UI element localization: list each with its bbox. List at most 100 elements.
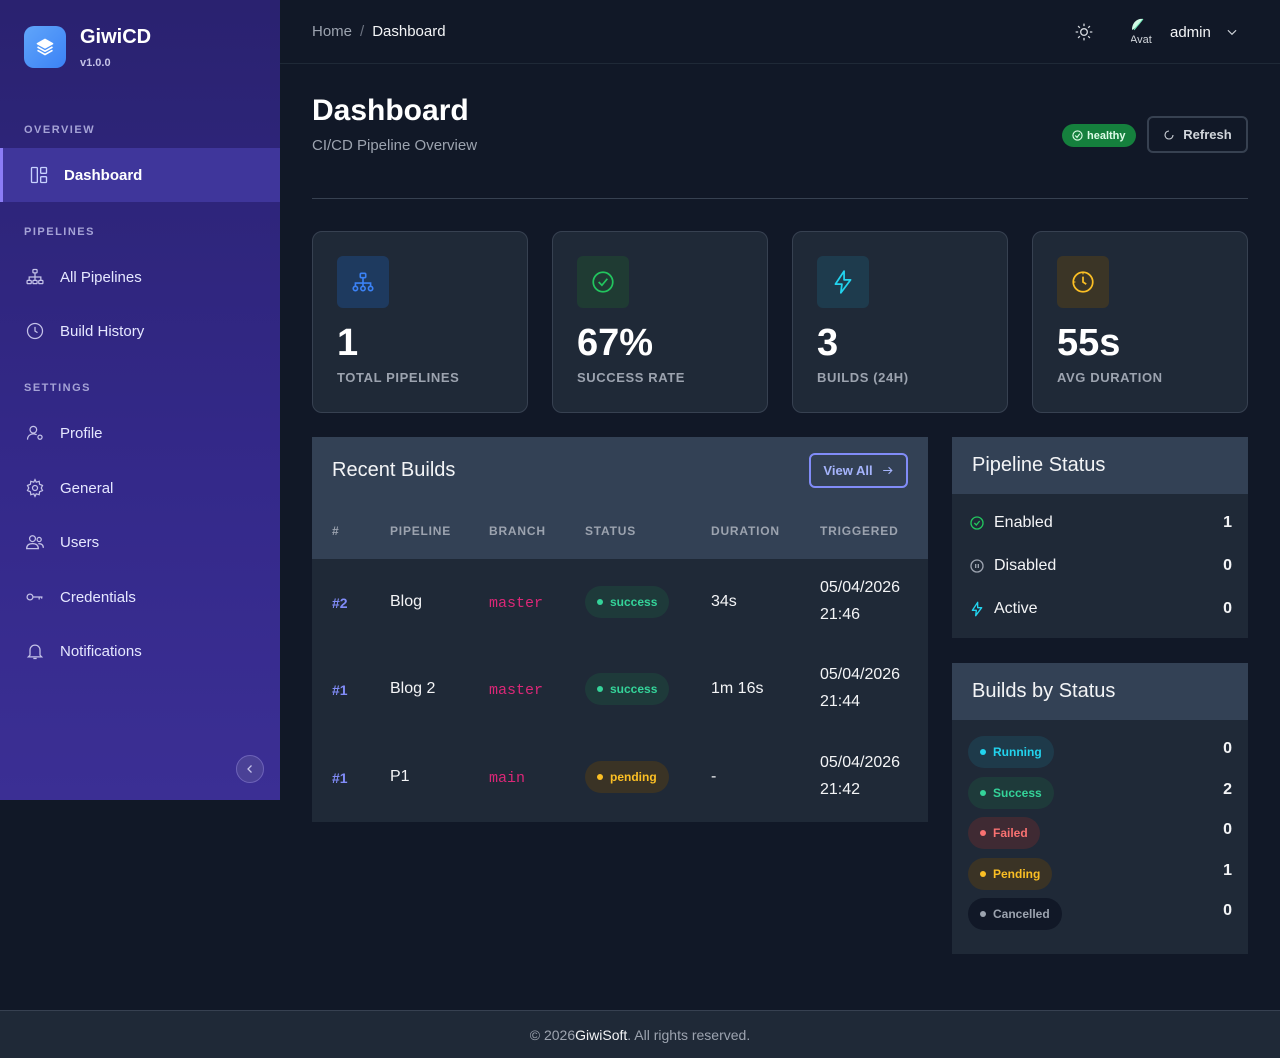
footer-prefix: © 2026: [529, 1026, 576, 1043]
footer-suffix: . All rights reserved.: [627, 1026, 751, 1043]
table-row[interactable]: #2 Blog master success 34s 05/04/2026 21…: [312, 559, 928, 647]
column-header-triggered: TRIGGERED: [820, 524, 899, 538]
table-row[interactable]: #1 Blog 2 master success 1m 16s 05/04/20…: [312, 646, 928, 734]
sidebar-item-notifications[interactable]: Notifications: [0, 631, 280, 671]
gear-icon: [24, 477, 46, 499]
pipeline-status-disabled: Disabled 0: [968, 555, 1232, 577]
dashboard-icon: [28, 164, 50, 186]
status-badge: Failed: [968, 817, 1040, 849]
build-number-link[interactable]: #1: [332, 770, 348, 786]
status-label: pending: [610, 770, 657, 784]
pipeline-status-enabled: Enabled 1: [968, 512, 1232, 534]
build-number-link[interactable]: #1: [332, 682, 348, 698]
builds-status-success: Success 2: [968, 777, 1232, 809]
triggered-time: 21:44: [820, 693, 861, 710]
status-badge: Running: [968, 736, 1054, 768]
sidebar-item-credentials[interactable]: Credentials: [0, 577, 280, 617]
bell-icon: [24, 640, 46, 662]
pipeline-status-header: Pipeline Status: [952, 437, 1248, 494]
pipeline-status-panel: Pipeline Status Enabled 1 Disabled 0 Act…: [952, 437, 1248, 638]
stat-value: 67%: [577, 322, 654, 364]
triggered-date: 05/04/2026: [820, 666, 901, 683]
brand-version: v1.0.0: [80, 57, 111, 69]
build-triggered: 05/04/2026 21:44: [820, 661, 900, 715]
stat-card-success-rate: 67% SUCCESS RATE: [552, 231, 768, 413]
column-header-pipeline: PIPELINE: [390, 524, 452, 538]
sidebar-item-dashboard[interactable]: Dashboard: [0, 148, 280, 202]
sidebar-item-label: Users: [60, 533, 100, 551]
view-all-button[interactable]: View All: [809, 453, 908, 488]
column-header-branch: BRANCH: [489, 524, 546, 538]
status-count: 0: [1223, 821, 1232, 838]
status-count: 1: [1223, 862, 1232, 879]
chevron-left-icon: [247, 765, 252, 773]
chevron-down-icon: [1225, 24, 1241, 40]
builds-status-running: Running 0: [968, 736, 1232, 768]
triggered-time: 21:42: [820, 781, 861, 798]
user-name: admin: [1170, 23, 1211, 41]
status-badge: Cancelled: [968, 898, 1062, 930]
pipeline-status-title: Pipeline Status: [972, 454, 1106, 476]
sidebar-item-label: Notifications: [60, 642, 142, 660]
health-status-badge: healthy: [1062, 124, 1136, 147]
theme-toggle-button[interactable]: [1072, 20, 1096, 44]
sidebar-item-label: Build History: [60, 322, 145, 340]
status-count: 1: [1223, 514, 1232, 531]
sitemap-icon: [24, 266, 46, 288]
check-circle-icon: [577, 256, 629, 308]
clock-icon: [1057, 256, 1109, 308]
section-title-overview: OVERVIEW: [24, 124, 96, 136]
check-circle-icon: [968, 514, 986, 532]
refresh-label: Refresh: [1183, 127, 1232, 142]
status-count: 0: [1223, 902, 1232, 919]
header-divider: [312, 198, 1248, 199]
user-menu[interactable]: Avat admin: [1128, 16, 1241, 48]
builds-status-pending: Pending 1: [968, 858, 1232, 890]
build-branch: master: [489, 595, 544, 612]
build-number-link[interactable]: #2: [332, 595, 348, 611]
status-badge: Success: [968, 777, 1054, 809]
sidebar-item-all-pipelines[interactable]: All Pipelines: [0, 257, 280, 297]
builds-status-failed: Failed 0: [968, 817, 1232, 849]
lightning-icon: [968, 600, 986, 618]
builds-by-status-title: Builds by Status: [972, 680, 1116, 702]
table-row[interactable]: #1 P1 main pending - 05/04/2026 21:42: [312, 734, 928, 822]
page-title: Dashboard: [312, 94, 469, 127]
recent-builds-panel: Recent Builds View All # PIPELINE BRANCH…: [312, 437, 928, 822]
column-header-number: #: [332, 524, 340, 538]
build-duration: 1m 16s: [711, 680, 764, 697]
sidebar-item-profile[interactable]: Profile: [0, 413, 280, 453]
stat-value: 55s: [1057, 322, 1121, 364]
stat-label: TOTAL PIPELINES: [337, 370, 460, 385]
status-label: Disabled: [994, 557, 1057, 574]
sidebar-item-build-history[interactable]: Build History: [0, 311, 280, 351]
collapse-sidebar-button[interactable]: [236, 755, 264, 783]
sidebar-item-users[interactable]: Users: [0, 522, 280, 562]
page-subtitle: CI/CD Pipeline Overview: [312, 137, 478, 154]
brand-name: GiwiCD: [80, 26, 152, 48]
pause-circle-icon: [968, 557, 986, 575]
build-pipeline: P1: [390, 768, 410, 785]
health-status-label: healthy: [1087, 129, 1126, 142]
avatar: Avat: [1128, 16, 1160, 48]
sitemap-icon: [337, 256, 389, 308]
sidebar-item-general[interactable]: General: [0, 468, 280, 508]
status-label: Success: [993, 786, 1042, 800]
triggered-time: 21:46: [820, 606, 861, 623]
layers-icon: [24, 26, 66, 68]
status-label: Failed: [993, 826, 1028, 840]
build-triggered: 05/04/2026 21:42: [820, 749, 900, 803]
status-count: 0: [1223, 740, 1232, 757]
builds-by-status-header: Builds by Status: [952, 663, 1248, 720]
check-circle-icon: [1072, 130, 1083, 141]
users-icon: [24, 531, 46, 553]
status-label: Cancelled: [993, 907, 1050, 921]
brand[interactable]: GiwiCD v1.0.0: [24, 26, 151, 69]
breadcrumb-home[interactable]: Home: [312, 23, 353, 40]
build-duration: 34s: [711, 593, 737, 610]
footer-brand-link[interactable]: GiwiSoft: [575, 1026, 628, 1043]
stat-label: BUILDS (24H): [817, 370, 909, 385]
refresh-button[interactable]: Refresh: [1147, 116, 1248, 153]
stat-card-avg-duration: 55s AVG DURATION: [1032, 231, 1248, 413]
status-badge: success: [585, 586, 670, 618]
